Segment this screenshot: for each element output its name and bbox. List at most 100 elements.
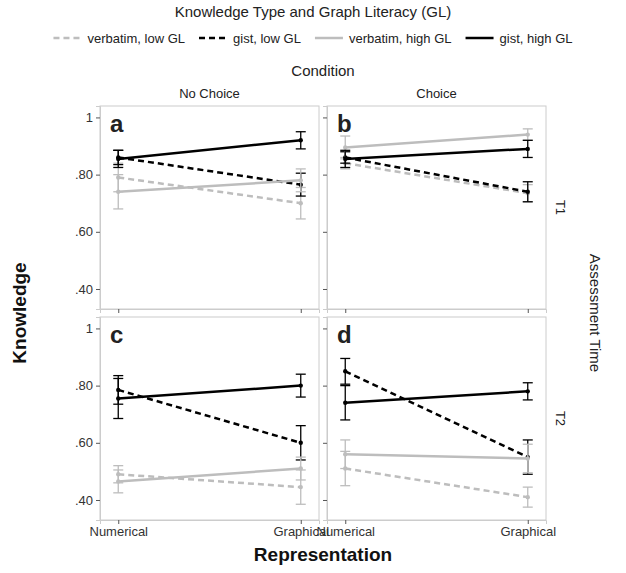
panel-frame bbox=[327, 106, 546, 309]
plot-area bbox=[340, 358, 533, 507]
data-point bbox=[116, 157, 120, 161]
y-tick bbox=[323, 328, 327, 329]
data-point bbox=[526, 495, 530, 499]
error-bar-cap bbox=[296, 504, 306, 505]
error-bar-cap bbox=[523, 201, 533, 202]
y-tick-label: 1 bbox=[86, 321, 93, 336]
y-tick: .80 bbox=[75, 378, 100, 393]
axis-line bbox=[328, 310, 547, 314]
error-bar-cap bbox=[113, 174, 123, 175]
data-point bbox=[299, 201, 303, 205]
legend-item: gist, high GL bbox=[466, 31, 573, 46]
data-point bbox=[299, 138, 303, 142]
y-tick-mark bbox=[96, 328, 100, 329]
error-bar-cap bbox=[523, 140, 533, 141]
error-bar bbox=[523, 487, 533, 507]
plot-area bbox=[113, 374, 306, 504]
legend-label: gist, high GL bbox=[500, 31, 573, 46]
y-tick bbox=[323, 117, 327, 118]
y-tick-mark bbox=[323, 232, 327, 233]
legend-swatch bbox=[53, 37, 81, 40]
y-tick-label: .40 bbox=[75, 493, 93, 508]
panel-label: b bbox=[337, 110, 352, 137]
error-bar-cap bbox=[523, 506, 533, 507]
y-tick-mark bbox=[96, 289, 100, 290]
series-line bbox=[118, 386, 301, 399]
error-bar-cap bbox=[296, 131, 306, 132]
row-label: T2 bbox=[553, 411, 568, 426]
error-bar-cap bbox=[296, 168, 306, 169]
y-tick-mark bbox=[323, 289, 327, 290]
error-bar bbox=[296, 426, 306, 460]
error-bar bbox=[340, 358, 350, 384]
error-bar-cap bbox=[113, 208, 123, 209]
error-bar bbox=[113, 470, 123, 493]
data-point bbox=[343, 452, 347, 456]
error-bar-cap bbox=[113, 492, 123, 493]
y-axis: .40.60.801 bbox=[75, 107, 101, 310]
y-tick-label: .60 bbox=[75, 224, 93, 239]
y-tick-mark bbox=[323, 500, 327, 501]
x-tick: Numerical bbox=[316, 520, 375, 539]
row-label: T1 bbox=[553, 200, 568, 215]
y-tick: .40 bbox=[75, 282, 100, 297]
y-tick-mark bbox=[323, 117, 327, 118]
data-point bbox=[299, 383, 303, 387]
y-tick-mark bbox=[323, 386, 327, 387]
y-tick-label: .60 bbox=[75, 435, 93, 450]
axis-line bbox=[96, 107, 101, 310]
error-bar bbox=[523, 140, 533, 157]
error-bar bbox=[523, 444, 533, 473]
x-tick: Numerical bbox=[89, 520, 148, 539]
error-bar bbox=[296, 187, 306, 218]
series-line bbox=[118, 140, 301, 159]
series-line bbox=[118, 469, 301, 482]
error-bar-cap bbox=[113, 375, 123, 376]
error-bar-cap bbox=[523, 439, 533, 440]
error-bar-cap bbox=[296, 425, 306, 426]
series-line bbox=[118, 177, 301, 203]
panel-frame bbox=[100, 106, 319, 309]
y-tick bbox=[323, 289, 327, 290]
error-bar-cap bbox=[296, 396, 306, 397]
error-bar-cap bbox=[113, 418, 123, 419]
error-bar-cap bbox=[296, 218, 306, 219]
y-tick-mark bbox=[96, 443, 100, 444]
error-bar-cap bbox=[340, 439, 350, 440]
legend-item: verbatim, high GL bbox=[315, 31, 452, 46]
x-tick-mark bbox=[345, 309, 346, 313]
data-point bbox=[299, 441, 303, 445]
y-tick-label: .40 bbox=[75, 282, 93, 297]
y-axis: .40 .60 .80 1 bbox=[75, 318, 101, 521]
x-axis: NumericalGraphical bbox=[89, 520, 329, 539]
x-tick bbox=[528, 309, 529, 313]
error-bar bbox=[523, 182, 533, 202]
legend-item: gist, low GL bbox=[199, 31, 301, 46]
legend-swatch bbox=[466, 37, 494, 40]
error-bar-cap bbox=[296, 374, 306, 375]
legend-label: gist, low GL bbox=[233, 31, 301, 46]
y-tick-mark bbox=[96, 386, 100, 387]
data-point bbox=[343, 145, 347, 149]
x-tick bbox=[301, 309, 302, 313]
panel-frame bbox=[327, 317, 546, 520]
data-point bbox=[343, 401, 347, 405]
y-tick: .40 bbox=[75, 493, 100, 508]
panel: NumericalGraphicald bbox=[316, 317, 556, 539]
y-tick bbox=[323, 175, 327, 176]
error-bar bbox=[340, 150, 350, 167]
data-point bbox=[343, 369, 347, 373]
y-tick-mark bbox=[96, 232, 100, 233]
y-tick: .60 bbox=[75, 435, 100, 450]
plot-area bbox=[113, 132, 306, 219]
data-point bbox=[526, 132, 530, 136]
x-tick-mark bbox=[528, 309, 529, 313]
error-bar-cap bbox=[340, 168, 350, 169]
y-tick-mark bbox=[96, 175, 100, 176]
legend: verbatim, low GLgist, low GLverbatim, hi… bbox=[53, 31, 572, 46]
error-bar-cap bbox=[296, 191, 306, 192]
row-title: Assessment Time bbox=[587, 254, 604, 372]
error-bar-cap bbox=[340, 485, 350, 486]
panel-label: a bbox=[110, 110, 124, 137]
error-bar bbox=[523, 129, 533, 140]
